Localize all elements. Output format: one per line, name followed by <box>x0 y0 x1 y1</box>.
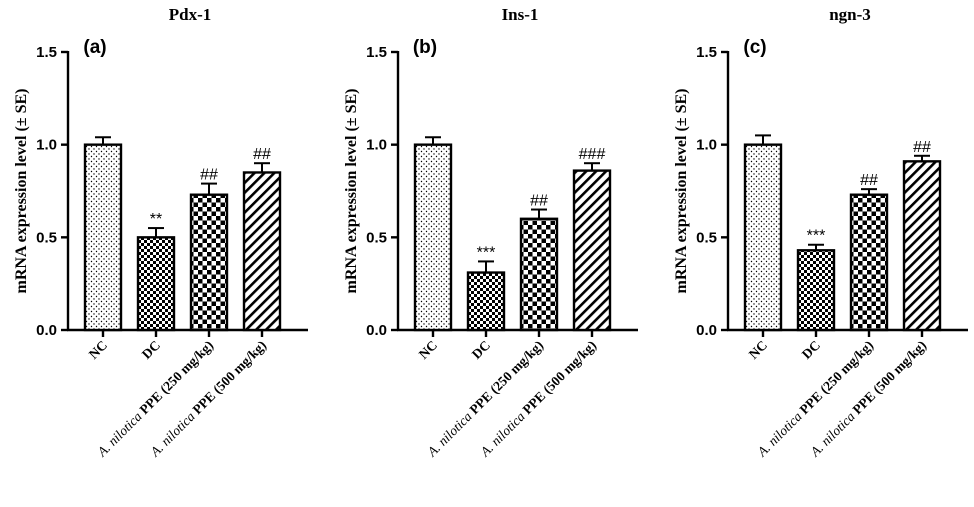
category-label-italic: A. nilotica <box>807 409 858 460</box>
category-label-bold: DC <box>799 338 823 362</box>
category-label: DC <box>469 338 493 362</box>
significance-mark: ## <box>913 139 931 156</box>
category-label: NC <box>746 338 770 362</box>
significance-mark: ** <box>150 211 162 228</box>
panel-label: (b) <box>413 37 437 58</box>
bar <box>902 160 942 332</box>
significance-mark: ## <box>200 167 218 184</box>
y-tick-label: 1.5 <box>36 44 57 61</box>
y-tick-label: 1.5 <box>696 44 717 61</box>
y-tick-label: 0.5 <box>696 229 717 246</box>
y-tick-label: 1.0 <box>36 137 57 154</box>
chart-title: Ins-1 <box>502 5 539 24</box>
bar <box>572 169 612 332</box>
y-axis-label: mRNA expression level (± SE) <box>673 89 690 294</box>
category-label-bold: DC <box>139 338 163 362</box>
y-axis-label: mRNA expression level (± SE) <box>13 89 30 294</box>
chart-panel: Pdx-1 (a) mRNA expression level (± SE) 0.0 0… <box>13 5 308 460</box>
y-axis-label: mRNA expression level (± SE) <box>343 89 360 294</box>
category-label: DC <box>799 338 823 362</box>
bar <box>849 193 889 332</box>
y-tick-label: 0.5 <box>366 229 387 246</box>
category-label-italic: A. nilotica <box>477 409 528 460</box>
panel-label: (a) <box>83 37 106 58</box>
chart-title: ngn-3 <box>829 5 871 24</box>
significance-mark: *** <box>477 244 496 261</box>
bar <box>136 236 176 332</box>
chart-panel: ngn-3 (c) mRNA expression level (± SE) 0.0 0… <box>673 5 968 460</box>
y-tick-label: 1.0 <box>696 137 717 154</box>
y-tick-label: 0.0 <box>36 322 57 339</box>
category-label: NC <box>86 338 110 362</box>
significance-mark: ## <box>530 193 548 210</box>
bar <box>796 249 836 332</box>
significance-mark: *** <box>807 228 826 245</box>
panel-label: (c) <box>743 37 766 58</box>
significance-mark: ## <box>860 172 878 189</box>
category-label-italic: A. nilotica <box>147 409 198 460</box>
category-label-bold: DC <box>469 338 493 362</box>
bar <box>189 193 229 332</box>
y-tick-label: 0.0 <box>366 322 387 339</box>
bar <box>413 143 453 332</box>
category-label: NC <box>416 338 440 362</box>
y-tick-label: 0.0 <box>696 322 717 339</box>
bar <box>466 271 506 332</box>
bar <box>242 171 282 332</box>
y-tick-label: 0.5 <box>36 229 57 246</box>
bar <box>83 143 123 332</box>
category-label-bold: NC <box>416 338 440 362</box>
bar <box>519 217 559 332</box>
category-label-italic: A. nilotica <box>94 409 145 460</box>
category-label: DC <box>139 338 163 362</box>
chart-panel: Ins-1 (b) mRNA expression level (± SE) 0.0 0… <box>343 5 638 460</box>
y-tick-label: 1.0 <box>366 137 387 154</box>
significance-mark: ### <box>579 146 606 163</box>
category-label-bold: NC <box>746 338 770 362</box>
chart-title: Pdx-1 <box>169 5 212 24</box>
y-tick-label: 1.5 <box>366 44 387 61</box>
category-label-bold: NC <box>86 338 110 362</box>
significance-mark: ## <box>253 146 271 163</box>
category-label-italic: A. nilotica <box>424 409 475 460</box>
category-label-italic: A. nilotica <box>754 409 805 460</box>
bar <box>743 143 783 332</box>
